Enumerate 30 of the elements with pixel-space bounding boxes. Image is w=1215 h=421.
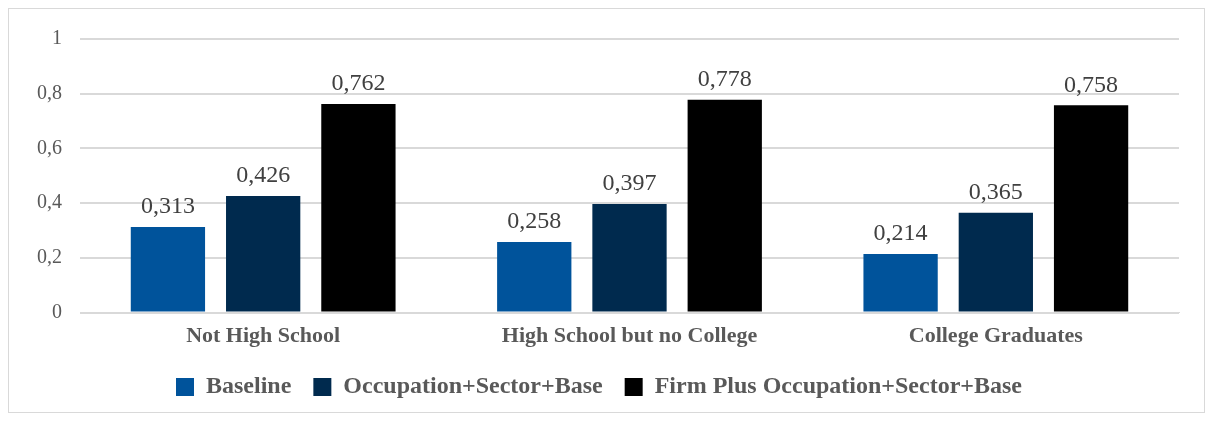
data-label: 0,313 [140, 192, 195, 219]
legend-label: Occupation+Sector+Base [343, 372, 604, 399]
bar [958, 212, 1033, 312]
data-label: 0,214 [873, 219, 928, 246]
x-tick-label: College Graduates [908, 322, 1084, 348]
data-label: 0,397 [602, 169, 657, 196]
data-label: 0,258 [507, 207, 562, 234]
y-tick-label: 1 [52, 26, 62, 49]
y-tick-label: 0,4 [37, 190, 62, 213]
x-tick-label: Not High School [186, 322, 341, 348]
legend-label: Baseline [206, 372, 292, 399]
y-tick-label: 0,2 [37, 245, 62, 268]
y-tick-label: 0,8 [37, 80, 62, 103]
y-tick-label: 0 [52, 299, 62, 322]
data-label: 0,778 [697, 65, 752, 92]
data-label: 0,758 [1064, 70, 1119, 97]
y-tick-label: 0,6 [37, 135, 62, 158]
bar [687, 99, 762, 312]
data-label: 0,365 [968, 178, 1023, 205]
bar [863, 254, 938, 312]
x-tick-label: High School but no College [501, 322, 758, 348]
legend-label: Firm Plus Occupation+Sector+Base [654, 372, 1023, 399]
bar [130, 226, 206, 312]
bar [226, 196, 301, 312]
bar [497, 242, 572, 312]
bar [321, 104, 396, 312]
bar [1053, 105, 1129, 312]
bar [592, 203, 667, 312]
data-label: 0,762 [331, 69, 386, 96]
data-label: 0,426 [236, 161, 291, 188]
